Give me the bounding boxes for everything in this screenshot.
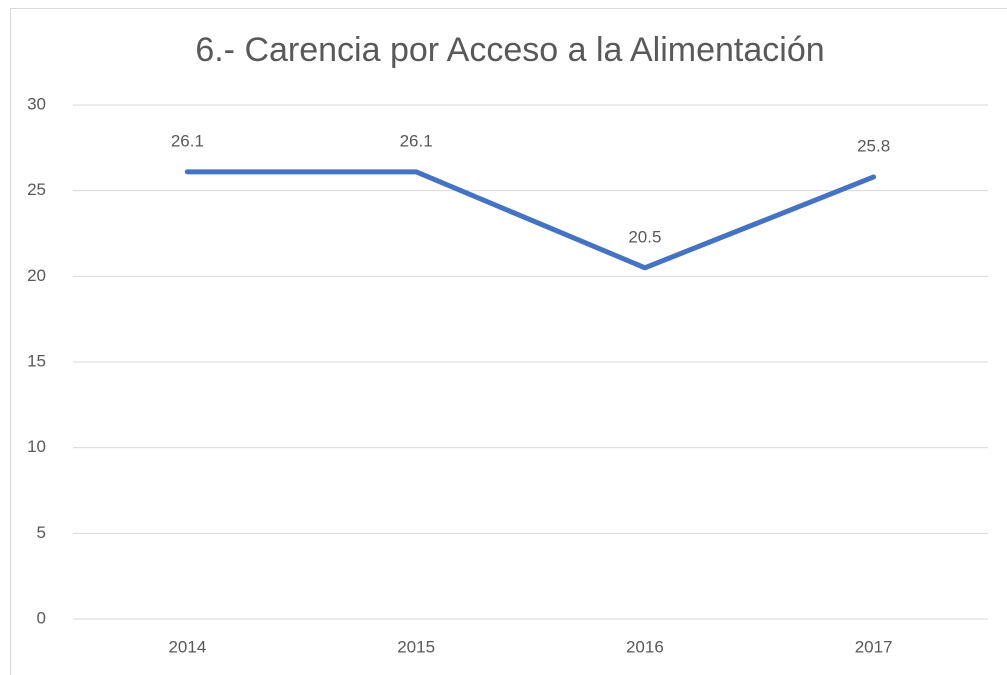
chart-title: 6.- Carencia por Acceso a la Alimentació… (195, 31, 824, 69)
chart-border (10, 8, 1007, 675)
y-tick-label: 5 (37, 523, 46, 542)
data-label: 26.1 (400, 131, 433, 150)
data-label: 25.8 (857, 136, 890, 155)
y-tick-label: 25 (27, 180, 46, 199)
line (184, 169, 877, 271)
y-tick-label: 15 (27, 351, 46, 370)
x-tick-label: 2016 (626, 637, 664, 656)
x-tick-label: 2014 (168, 637, 206, 656)
data-label: 26.1 (171, 131, 204, 150)
data-label: 20.5 (628, 227, 661, 246)
x-tick-label: 2015 (397, 637, 435, 656)
y-tick-label: 20 (27, 266, 46, 285)
x-tick-label: 2017 (855, 637, 893, 656)
y-tick-label: 0 (37, 608, 46, 627)
y-tick-label: 30 (27, 94, 46, 113)
y-tick-label: 10 (27, 437, 46, 456)
